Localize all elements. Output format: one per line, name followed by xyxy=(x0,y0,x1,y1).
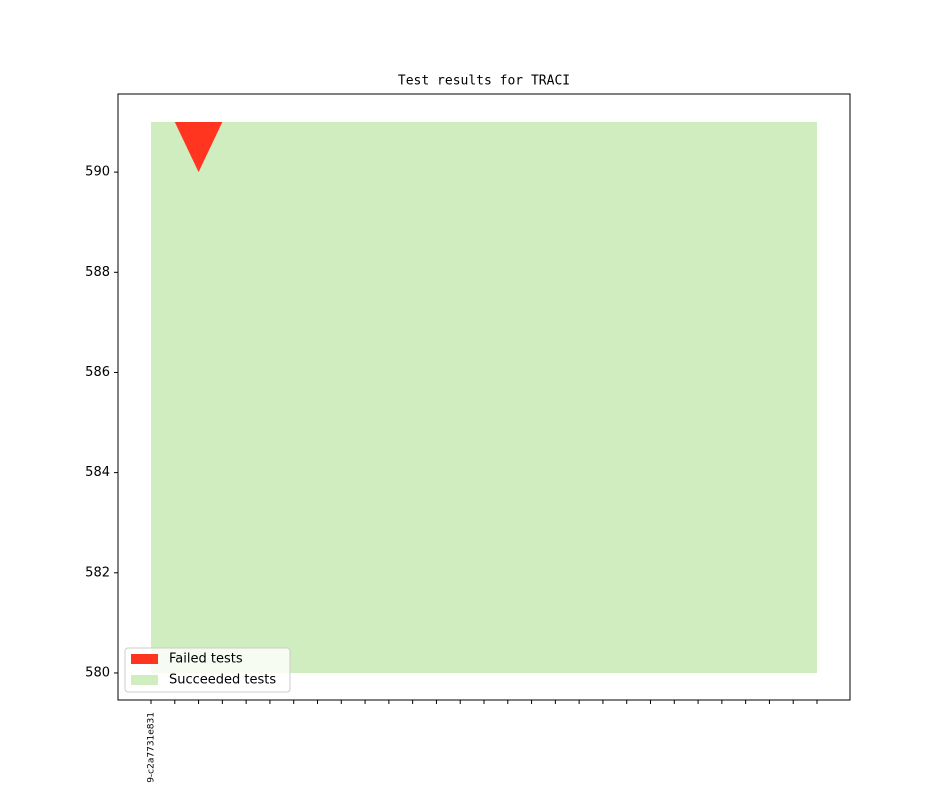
y-tick-label: 584 xyxy=(85,465,110,480)
chart-title: Test results for TRACI xyxy=(398,74,570,89)
legend: Failed tests Succeeded tests xyxy=(124,647,291,693)
succeeded-area xyxy=(151,122,817,673)
legend-box xyxy=(124,647,291,693)
y-tick-label: 580 xyxy=(85,665,110,680)
legend-swatch xyxy=(131,675,158,685)
y-tick-label: 588 xyxy=(85,265,110,280)
legend-label: Failed tests xyxy=(169,652,243,667)
failed-area xyxy=(151,122,817,173)
y-tick-label: 590 xyxy=(85,165,110,180)
x-tick-label: 9-c2a7731e831 xyxy=(147,712,157,783)
y-tick-label: 586 xyxy=(85,365,110,380)
y-tick-label: 582 xyxy=(85,565,110,580)
legend-swatch xyxy=(131,654,158,664)
legend-label: Succeeded tests xyxy=(169,673,276,688)
